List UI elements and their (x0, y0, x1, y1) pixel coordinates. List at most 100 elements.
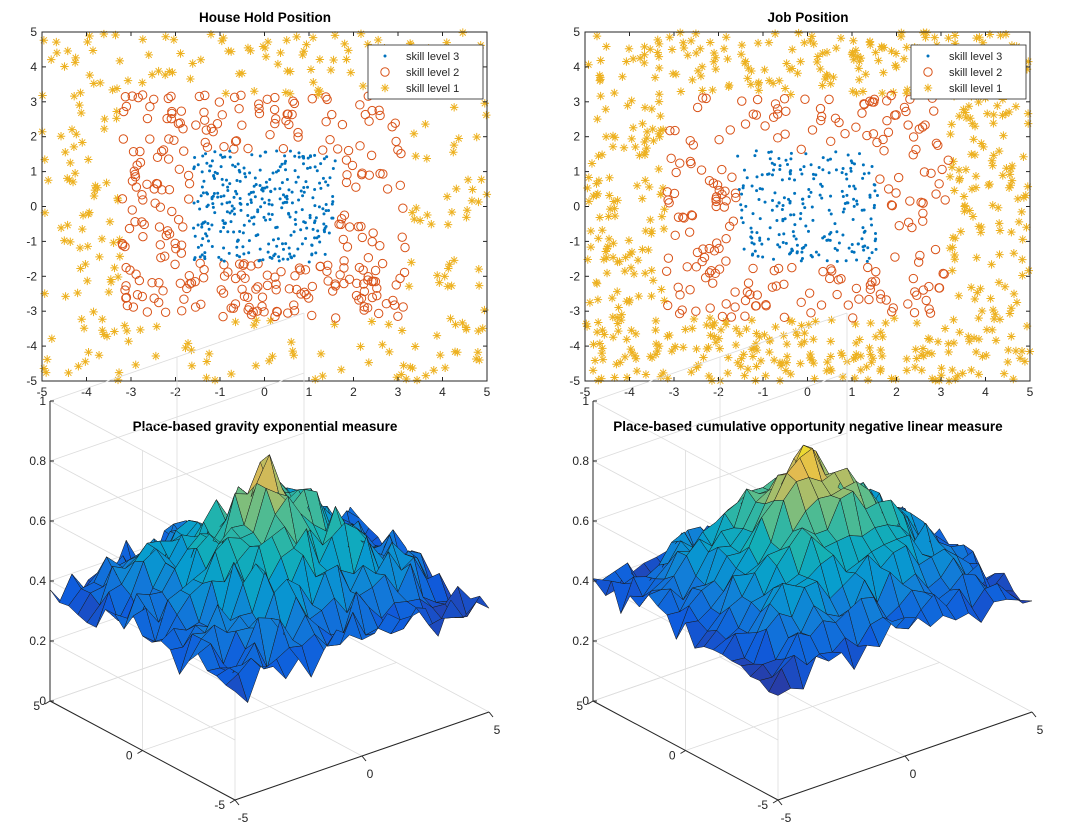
data-point (627, 134, 636, 144)
data-point (297, 155, 301, 159)
data-point (848, 313, 858, 323)
data-point (640, 42, 649, 52)
data-point (876, 294, 886, 304)
data-point (781, 366, 791, 375)
data-point (1018, 271, 1027, 280)
z-tick-label: 0.2 (29, 634, 46, 648)
data-point (711, 53, 720, 62)
data-point (257, 301, 267, 312)
data-point (78, 211, 88, 220)
data-point (778, 164, 782, 168)
data-point (853, 52, 863, 61)
data-point (789, 213, 793, 217)
data-point (311, 227, 315, 231)
data-point (280, 242, 284, 246)
data-point (947, 162, 957, 172)
grid-line (49, 372, 305, 462)
series-skill-level-2 (661, 90, 953, 323)
data-point (625, 295, 634, 305)
data-point (341, 155, 352, 165)
data-point (198, 207, 202, 211)
data-point (793, 223, 797, 227)
data-point (268, 352, 277, 361)
data-point (474, 197, 483, 207)
data-point (258, 183, 262, 187)
data-point (934, 179, 944, 189)
data-point (242, 223, 246, 227)
data-point (773, 133, 783, 143)
data-point (642, 143, 651, 153)
data-point (356, 29, 366, 38)
data-point (236, 162, 240, 166)
data-point (478, 324, 487, 333)
data-point (339, 278, 349, 289)
data-point (117, 240, 128, 250)
data-point (845, 193, 849, 197)
data-point (647, 104, 656, 114)
data-point (264, 180, 268, 184)
data-point (788, 172, 792, 176)
data-point (955, 174, 965, 183)
data-point (158, 286, 168, 296)
data-point (614, 303, 623, 312)
data-point (228, 211, 232, 215)
data-point (373, 35, 383, 45)
data-point (76, 264, 85, 273)
data-point (711, 192, 722, 202)
data-point (887, 200, 897, 211)
data-point (737, 354, 746, 363)
data-point (670, 342, 680, 351)
data-point (789, 157, 793, 161)
data-point (264, 150, 268, 154)
data-point (293, 169, 297, 173)
data-point (597, 374, 606, 383)
data-point (100, 124, 109, 134)
data-point (297, 198, 301, 202)
data-point (387, 122, 397, 132)
data-point (747, 315, 757, 325)
data-point (193, 234, 197, 238)
data-point (810, 205, 814, 209)
data-point (608, 312, 617, 322)
y-tick-label: -4 (569, 339, 580, 353)
series-skill-level-3 (736, 149, 879, 263)
data-point (919, 167, 930, 177)
data-point (746, 80, 756, 89)
data-point (583, 255, 592, 264)
data-point (184, 194, 194, 204)
data-point (131, 182, 142, 192)
data-point (730, 302, 740, 312)
data-point (778, 245, 782, 249)
data-point (910, 362, 920, 372)
data-point (691, 29, 701, 38)
data-point (287, 109, 297, 120)
data-point (226, 185, 230, 189)
data-point (138, 35, 147, 44)
data-point (961, 113, 971, 122)
data-point (641, 226, 650, 236)
data-point (834, 150, 838, 154)
data-point (149, 293, 159, 303)
data-point (602, 244, 612, 253)
data-point (961, 165, 971, 174)
data-point (84, 209, 93, 219)
data-point (283, 154, 287, 158)
data-point (832, 43, 841, 53)
data-point (794, 237, 798, 241)
data-point (745, 289, 755, 300)
z-tick-label: 0.6 (29, 514, 46, 528)
data-point (218, 288, 229, 298)
data-point (613, 287, 622, 296)
data-point (927, 349, 937, 358)
data-point (410, 214, 419, 224)
data-point (956, 227, 966, 236)
data-point (979, 142, 988, 152)
data-point (170, 238, 180, 249)
data-point (647, 229, 656, 238)
data-point (800, 246, 804, 250)
data-point (226, 189, 230, 193)
data-point (155, 202, 166, 212)
data-point (1022, 65, 1032, 74)
data-point (477, 175, 486, 184)
data-point (220, 202, 224, 206)
